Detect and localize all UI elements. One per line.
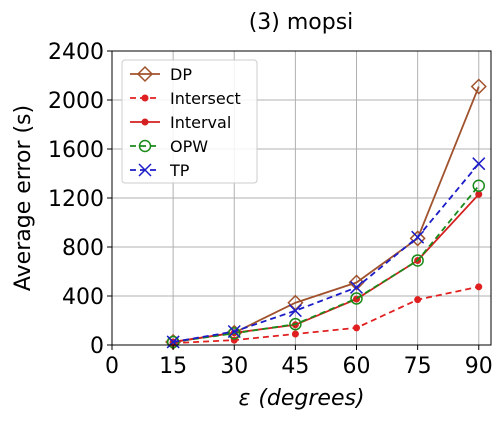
y-tick-label: 0 [90, 334, 104, 359]
legend: DP Intersect Interval OPW TP [121, 59, 258, 184]
legend-item-interval: Interval [130, 113, 231, 132]
data-point-opw [289, 317, 302, 331]
y-tick-label: 2400 [48, 40, 104, 65]
data-point-opw [411, 254, 424, 267]
series-line-tp [172, 163, 480, 343]
legend-item-intersect: Intersect [130, 89, 241, 108]
series-line-intersect [173, 285, 479, 345]
series-line-interval [172, 193, 480, 343]
legend-item-tp: TP [130, 161, 190, 180]
series-interval [169, 190, 483, 346]
legend-label-intersect: Intersect [170, 89, 241, 108]
data-point-tp [472, 157, 486, 171]
x-axis-label: ε (degrees) [238, 386, 364, 411]
data-point-tp [411, 230, 425, 244]
x-tick-label: 60 [343, 354, 371, 379]
legend-label-dp: DP [170, 65, 192, 84]
data-point-opw [228, 327, 241, 340]
series-line-opw [173, 185, 480, 343]
data-point-intersect [353, 324, 361, 332]
data-point-tp [288, 304, 302, 318]
series-layer [165, 78, 487, 350]
data-point-dp [409, 230, 426, 247]
legend-label-opw: OPW [170, 137, 208, 156]
legend-item-opw: OPW [130, 137, 208, 156]
legend-marker-dp [136, 65, 154, 83]
legend-items: DP Intersect Interval OPW TP [130, 65, 241, 180]
y-tick-label: 1600 [48, 138, 104, 163]
x-tick-label: 75 [404, 354, 432, 379]
x-axis-label-unit: (degrees) [258, 386, 364, 411]
legend-marker-interval [141, 118, 149, 126]
y-tick-label: 400 [62, 285, 104, 310]
y-tick-label: 2000 [48, 89, 104, 114]
series-tp [166, 157, 486, 349]
data-point-tp [349, 280, 364, 294]
y-axis-label: Average error (s) [11, 105, 36, 291]
series-opw [166, 179, 486, 349]
x-axis-label-symbol: ε [238, 386, 250, 411]
legend-marker-intersect [141, 94, 149, 102]
data-point-intersect [291, 330, 299, 338]
x-tick-label: 0 [105, 354, 119, 379]
legend-label-tp: TP [169, 161, 190, 180]
legend-box [121, 59, 258, 184]
data-point-interval [475, 190, 483, 198]
x-tick-label: 30 [220, 354, 248, 379]
x-tick-label: 45 [281, 354, 309, 379]
legend-label-interval: Interval [170, 113, 231, 132]
chart-title: (3) mopsi [249, 10, 354, 35]
legend-item-dp: DP [130, 65, 192, 84]
data-point-dp [348, 274, 365, 291]
legend-marker-tp [138, 163, 152, 177]
data-point-intersect [414, 296, 422, 304]
legend-marker-opw [138, 139, 152, 153]
y-tick-label: 800 [62, 236, 104, 261]
data-point-dp [470, 78, 487, 95]
axis-layer: 0 15 30 45 60 75 90 0 400 800 1200 1600 2000 2400 [48, 40, 493, 379]
x-tick-label: 15 [159, 354, 187, 379]
data-point-tp [227, 324, 241, 339]
data-point-intersect [475, 283, 483, 291]
data-point-tp [166, 335, 180, 349]
data-point-opw [472, 179, 486, 192]
y-tick-label: 1200 [48, 187, 104, 212]
x-tick-label: 90 [465, 354, 493, 379]
data-point-opw [350, 292, 363, 305]
